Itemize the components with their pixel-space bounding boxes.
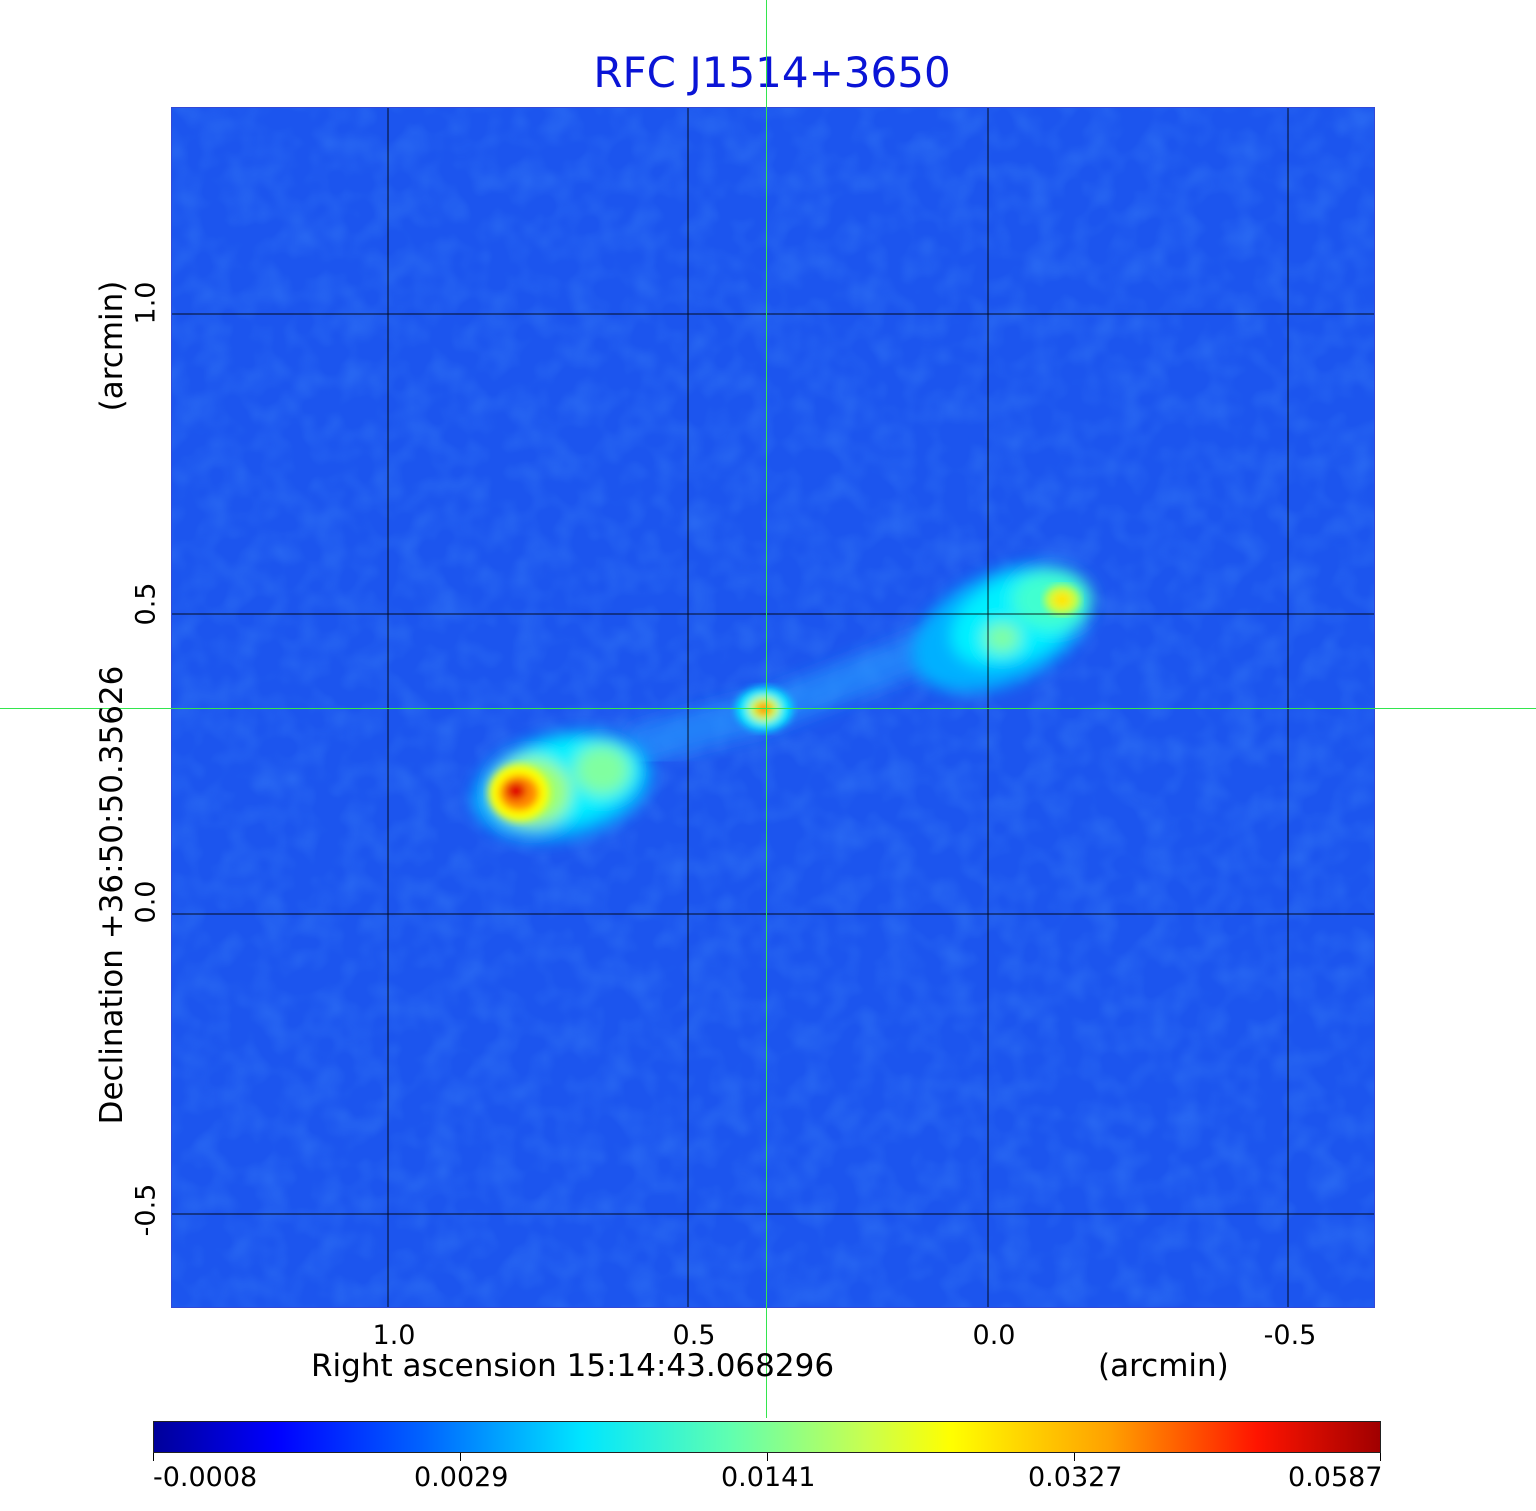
colorbar-tick: [1380, 1453, 1381, 1461]
colorbar-tick-label: 0.0327: [1028, 1462, 1123, 1493]
x-tick-label: 0.0: [972, 1320, 1016, 1351]
y-tick-label: 0.5: [130, 582, 162, 626]
y-axis-label: Declination +36:50:50.35626: [94, 665, 130, 1125]
radio-map: [172, 108, 1374, 1307]
colorbar-tick-label: 0.0141: [721, 1462, 816, 1493]
crosshair-vertical: [766, 0, 767, 1418]
colorbar-tick-label: -0.0008: [153, 1462, 258, 1493]
colorbar: [153, 1421, 1381, 1453]
core-source: [736, 687, 792, 731]
colorbar-tick: [1074, 1453, 1075, 1461]
x-tick-label: -0.5: [1263, 1320, 1317, 1351]
crosshair-horizontal: [0, 708, 1536, 709]
y-tick-label: -0.5: [130, 1183, 162, 1237]
x-tick-label: 1.0: [372, 1320, 416, 1351]
colorbar-tick-label: 0.0587: [1288, 1462, 1383, 1493]
colorbar-tick: [153, 1453, 154, 1461]
colorbar-tick-label: 0.0029: [414, 1462, 509, 1493]
x-tick-label: 0.5: [672, 1320, 716, 1351]
y-tick-label: 0.0: [130, 880, 162, 924]
x-axis-label: Right ascension 15:14:43.068296: [311, 1348, 835, 1384]
image-title: RFC J1514+3650: [593, 48, 951, 97]
radio-image-panel: [171, 107, 1375, 1308]
x-axis-unit: (arcmin): [1098, 1348, 1229, 1384]
y-axis-unit: (arcmin): [94, 280, 130, 412]
colorbar-tick: [767, 1453, 768, 1461]
colorbar-tick: [460, 1453, 461, 1461]
y-tick-label: 1.0: [130, 281, 162, 325]
